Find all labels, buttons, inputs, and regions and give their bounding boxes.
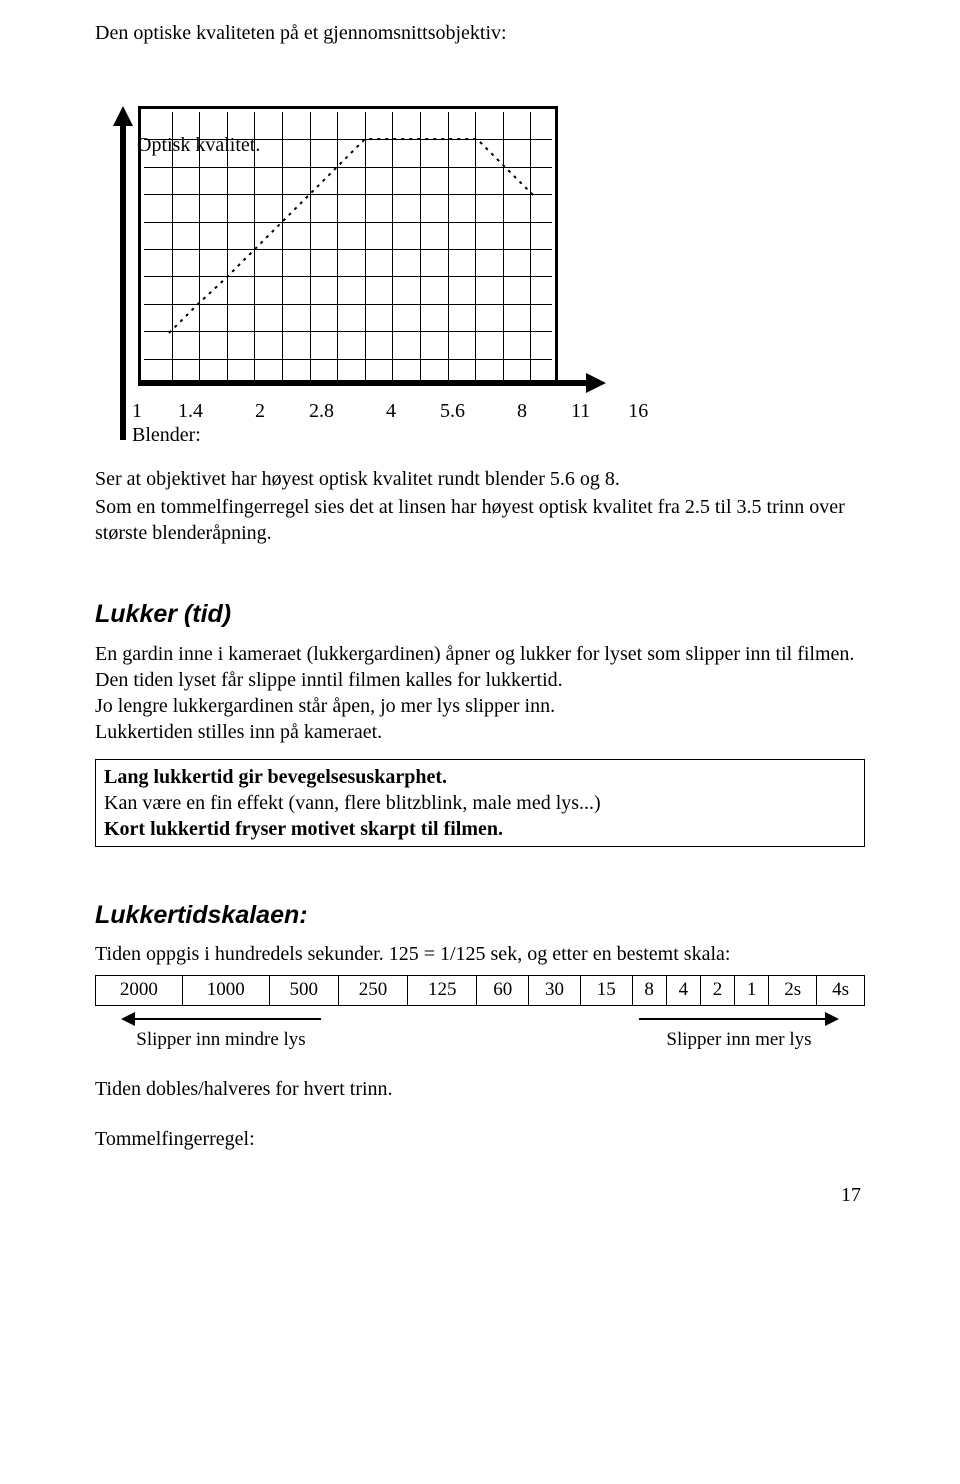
shutter-scale-table: 2000100050025012560301584212s4s <box>95 975 865 1006</box>
y-axis-arrowhead <box>113 106 133 126</box>
text-line: Tiden oppgis i hundredels sekunder. 125 … <box>95 941 865 967</box>
text-line: Tommelfingerregel: <box>95 1126 865 1152</box>
chart-grid <box>138 106 558 386</box>
scale-cell: 60 <box>477 976 529 1006</box>
box-bold-line: Kort lukkertid fryser motivet skarpt til… <box>104 816 856 842</box>
scale-cell: 125 <box>408 976 477 1006</box>
scale-cell: 500 <box>269 976 338 1006</box>
text-line: En gardin inne i kameraet (lukkergardine… <box>95 641 865 693</box>
text-line: Ser at objektivet har høyest optisk kval… <box>95 466 865 492</box>
arrow-left-icon <box>121 1016 321 1022</box>
x-tick-label: 1.4 <box>178 398 203 424</box>
page-number: 17 <box>95 1182 865 1208</box>
text-line: Jo lengre lukkergardinen står åpen, jo m… <box>95 693 865 719</box>
x-axis-stem <box>138 380 588 386</box>
arrow-left-caption: Slipper inn mindre lys <box>136 1028 305 1053</box>
scale-cell: 250 <box>338 976 407 1006</box>
x-tick-label: 2 <box>255 398 265 424</box>
intro-text: Den optiske kvaliteten på et gjennomsnit… <box>95 20 865 46</box>
highlight-box: Lang lukkertid gir bevegelsesuskarphet. … <box>95 759 865 847</box>
x-tick-label: 4 <box>386 398 396 424</box>
y-axis-stem <box>120 124 126 440</box>
text-line: Lukkertiden stilles inn på kameraet. <box>95 719 865 745</box>
scale-cell: 30 <box>529 976 581 1006</box>
scale-cell: 1000 <box>182 976 269 1006</box>
scale-cell: 2 <box>700 976 734 1006</box>
scale-cell: 8 <box>632 976 666 1006</box>
scale-cell: 1 <box>735 976 769 1006</box>
x-tick-label: 2.8 <box>309 398 334 424</box>
scale-cell: 4 <box>666 976 700 1006</box>
scale-cell: 2s <box>769 976 817 1006</box>
box-bold-line: Lang lukkertid gir bevegelsesuskarphet. <box>104 764 856 790</box>
x-tick-label: 11 <box>571 398 590 424</box>
scale-cell: 4s <box>817 976 865 1006</box>
x-axis-ticks: 11.422.845.681116 <box>132 398 572 424</box>
chart-container: Optisk kvalitet. 11.422.845.681116 Blend… <box>113 106 865 396</box>
arrow-right-icon <box>639 1016 839 1022</box>
below-chart-paragraph: Ser at objektivet har høyest optisk kval… <box>95 466 865 546</box>
section-heading-lukker: Lukker (tid) <box>95 598 865 631</box>
arrow-right-caption: Slipper inn mer lys <box>666 1028 811 1053</box>
section-heading-skala: Lukkertidskalaen: <box>95 899 865 932</box>
x-tick-label: 1 <box>132 398 142 424</box>
scale-cell: 15 <box>580 976 632 1006</box>
x-tick-label: 8 <box>517 398 527 424</box>
text-line: Som en tommelfingerregel sies det at lin… <box>95 494 865 546</box>
chart-curve <box>141 109 561 389</box>
text-line: Tiden dobles/halveres for hvert trinn. <box>95 1076 865 1102</box>
x-tick-label: 16 <box>628 398 648 424</box>
scale-cell: 2000 <box>96 976 183 1006</box>
x-axis-arrowhead <box>586 373 606 393</box>
box-line: Kan være en fin effekt (vann, flere blit… <box>104 790 856 816</box>
x-tick-label: 5.6 <box>440 398 465 424</box>
scale-arrows-row: Slipper inn mindre lys Slipper inn mer l… <box>95 1016 865 1053</box>
x-axis-label: Blender: <box>132 422 201 448</box>
